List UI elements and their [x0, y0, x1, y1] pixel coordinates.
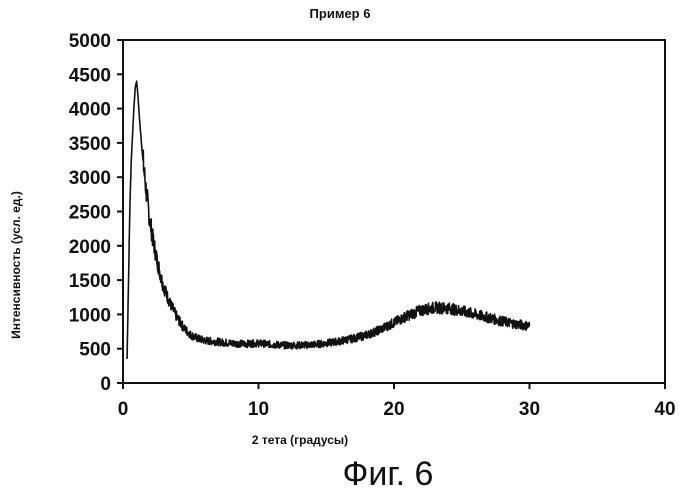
y-tick-label: 5000	[69, 31, 111, 52]
y-tick-label: 2000	[69, 237, 111, 258]
y-tick-label: 3500	[69, 134, 111, 155]
series-layer	[127, 81, 529, 359]
x-tick-label: 10	[248, 399, 269, 420]
y-tick-label: 4500	[69, 65, 111, 86]
y-tick-label: 1500	[69, 271, 111, 292]
y-tick-label: 4000	[69, 100, 111, 121]
x-axis-ticks: 0 10 20 30 40	[118, 383, 676, 420]
x-tick-label: 30	[519, 399, 540, 420]
y-axis-label: Интенсивность (усл. ед.)	[9, 191, 23, 339]
y-tick-label: 1000	[69, 305, 111, 326]
x-tick-label: 40	[654, 399, 675, 420]
x-tick-label: 20	[383, 399, 404, 420]
y-tick-label: 500	[79, 340, 111, 361]
x-axis-label: 2 тета (градусы)	[252, 433, 348, 447]
x-tick-label: 0	[118, 399, 129, 420]
y-tick-label: 3000	[69, 168, 111, 189]
plot-frame	[123, 40, 665, 383]
y-axis-ticks: 0 500 1000 1500 2000 2500 3000 3500 4000 4500 5000	[69, 31, 123, 395]
figure-caption: Фиг. 6	[343, 455, 434, 493]
intensity-line	[127, 81, 529, 359]
y-tick-label: 0	[100, 374, 111, 395]
chart-title: Пример 6	[310, 6, 371, 21]
y-tick-label: 2500	[69, 203, 111, 224]
